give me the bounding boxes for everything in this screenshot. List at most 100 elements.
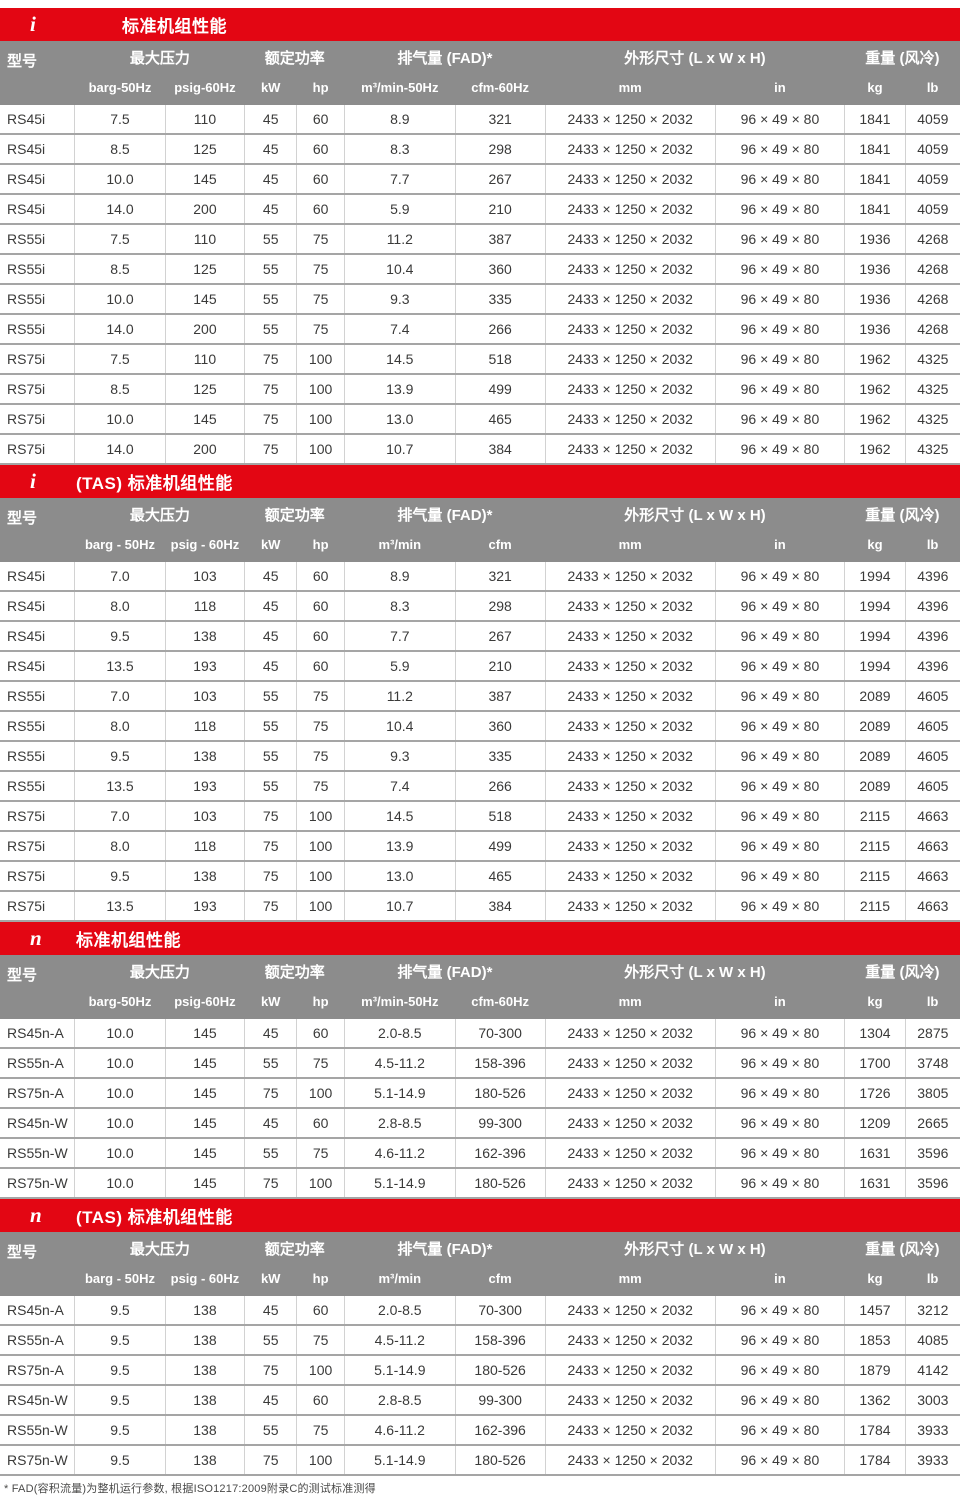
value-cell: 335 xyxy=(454,284,546,315)
value-cell: 7.0 xyxy=(74,562,166,592)
value-cell: 387 xyxy=(454,224,546,255)
value-cell: 60 xyxy=(296,105,345,135)
value-cell: 200 xyxy=(164,194,245,225)
model-cell: RS45i xyxy=(0,164,75,195)
value-cell: 210 xyxy=(454,651,546,682)
value-cell: 10.0 xyxy=(74,164,166,195)
value-cell: 2433 × 1250 × 2032 xyxy=(544,434,716,465)
table-header: 型号 最大压力 额定功率 排气量 (FAD)* 外形尺寸 (L x W x H) 重量 (… xyxy=(0,41,960,105)
value-cell: 158-396 xyxy=(454,1048,546,1079)
value-cell: 75 xyxy=(244,801,297,832)
value-cell: 7.0 xyxy=(74,801,166,832)
value-cell: 96 × 49 × 80 xyxy=(714,1078,845,1109)
value-cell: 145 xyxy=(164,1138,245,1169)
value-cell: 55 xyxy=(244,711,297,742)
table-row: RS55i 10.0 145 55 75 9.3 335 2433 × 1250 × 2032… xyxy=(0,284,960,315)
model-cell: RS55n-A xyxy=(0,1325,75,1356)
model-cell: RS55n-W xyxy=(0,1415,75,1446)
section-n-tas: n (TAS) 标准机组性能 型号 最大压力 额定功率 排气量 (FAD)* 外形尺寸 … xyxy=(0,1199,960,1476)
value-cell: 3212 xyxy=(904,1296,960,1326)
spec-table-n-standard: 型号 最大压力 额定功率 排气量 (FAD)* 外形尺寸 (L x W x H) 重量 (… xyxy=(0,955,960,1199)
value-cell: 145 xyxy=(164,1168,245,1199)
value-cell: 200 xyxy=(164,434,245,465)
value-cell: 145 xyxy=(164,1048,245,1079)
value-cell: 1994 xyxy=(844,562,906,592)
model-cell: RS75i xyxy=(0,434,75,465)
unit-header: cfm-60Hz xyxy=(455,988,546,1019)
value-cell: 180-526 xyxy=(454,1168,546,1199)
value-cell: 10.0 xyxy=(74,1138,166,1169)
value-cell: 2433 × 1250 × 2032 xyxy=(544,1296,716,1326)
model-column-header: 型号 xyxy=(0,955,75,1019)
value-cell: 1209 xyxy=(844,1108,906,1139)
table-row: RS55i 7.5 110 55 75 11.2 387 2433 × 1250 × 2032… xyxy=(0,224,960,255)
value-cell: 4085 xyxy=(904,1325,960,1356)
value-cell: 9.3 xyxy=(344,284,455,315)
model-cell: RS45i xyxy=(0,194,75,225)
column-group-header: 额定功率 xyxy=(244,498,345,531)
value-cell: 96 × 49 × 80 xyxy=(714,374,845,405)
unit-header: kW xyxy=(244,1265,297,1296)
value-cell: 1700 xyxy=(844,1048,906,1079)
value-cell: 4059 xyxy=(904,194,960,225)
value-cell: 1994 xyxy=(844,591,906,622)
value-cell: 10.7 xyxy=(344,434,455,465)
value-cell: 465 xyxy=(454,861,546,892)
value-cell: 75 xyxy=(296,741,345,772)
value-cell: 8.3 xyxy=(344,134,455,165)
value-cell: 9.5 xyxy=(74,1325,166,1356)
value-cell: 138 xyxy=(164,741,245,772)
model-cell: RS75i xyxy=(0,891,75,922)
table-body: RS45i 7.0 103 45 60 8.9 321 2433 × 1250 × 2032 9… xyxy=(0,562,960,922)
table-row: RS45i 13.5 193 45 60 5.9 210 2433 × 1250 × 2032… xyxy=(0,651,960,682)
value-cell: 180-526 xyxy=(454,1078,546,1109)
table-row: RS75i 14.0 200 75 100 10.7 384 2433 × 1250 × 20… xyxy=(0,434,960,465)
value-cell: 1962 xyxy=(844,434,906,465)
value-cell: 1784 xyxy=(844,1445,906,1476)
value-cell: 9.5 xyxy=(74,1296,166,1326)
value-cell: 2433 × 1250 × 2032 xyxy=(544,1078,716,1109)
table-row: RS75i 9.5 138 75 100 13.0 465 2433 × 1250 × 203… xyxy=(0,861,960,892)
series-badge-n: n xyxy=(30,1203,42,1227)
value-cell: 360 xyxy=(454,254,546,285)
unit-header: kg xyxy=(844,74,906,105)
value-cell: 2433 × 1250 × 2032 xyxy=(544,344,716,375)
unit-header: in xyxy=(715,1265,845,1296)
value-cell: 2433 × 1250 × 2032 xyxy=(544,1355,716,1386)
value-cell: 96 × 49 × 80 xyxy=(714,314,845,345)
value-cell: 1936 xyxy=(844,314,906,345)
value-cell: 4396 xyxy=(904,591,960,622)
model-cell: RS55i xyxy=(0,771,75,802)
value-cell: 55 xyxy=(244,1325,297,1356)
value-cell: 1936 xyxy=(844,224,906,255)
header-units-row: barg-50Hz psig-60Hz kW hp m³/min-50Hz cfm-60H… xyxy=(0,988,960,1019)
column-group-header: 排气量 (FAD)* xyxy=(344,1232,546,1265)
value-cell: 499 xyxy=(454,831,546,862)
table-row: RS55i 8.5 125 55 75 10.4 360 2433 × 1250 × 2032… xyxy=(0,254,960,285)
value-cell: 267 xyxy=(454,164,546,195)
model-cell: RS45n-A xyxy=(0,1296,75,1326)
value-cell: 4663 xyxy=(904,831,960,862)
value-cell: 10.0 xyxy=(74,1019,166,1049)
section-title: 标准机组性能 xyxy=(76,931,181,950)
value-cell: 96 × 49 × 80 xyxy=(714,1168,845,1199)
unit-header: mm xyxy=(545,1265,716,1296)
value-cell: 7.5 xyxy=(74,224,166,255)
value-cell: 75 xyxy=(296,224,345,255)
table-row: RS75n-A 10.0 145 75 100 5.1-14.9 180-526 2433 ×… xyxy=(0,1078,960,1109)
value-cell: 387 xyxy=(454,681,546,712)
value-cell: 2433 × 1250 × 2032 xyxy=(544,1168,716,1199)
value-cell: 118 xyxy=(164,711,245,742)
value-cell: 1841 xyxy=(844,164,906,195)
value-cell: 45 xyxy=(244,134,297,165)
value-cell: 96 × 49 × 80 xyxy=(714,651,845,682)
unit-header: mm xyxy=(545,988,716,1019)
value-cell: 75 xyxy=(244,831,297,862)
value-cell: 4268 xyxy=(904,224,960,255)
table-row: RS45n-A 10.0 145 45 60 2.0-8.5 70-300 2433 × 12… xyxy=(0,1019,960,1049)
value-cell: 2875 xyxy=(904,1019,960,1049)
value-cell: 4325 xyxy=(904,344,960,375)
column-group-header: 最大压力 xyxy=(74,498,245,531)
value-cell: 13.0 xyxy=(344,404,455,435)
value-cell: 11.2 xyxy=(344,681,455,712)
